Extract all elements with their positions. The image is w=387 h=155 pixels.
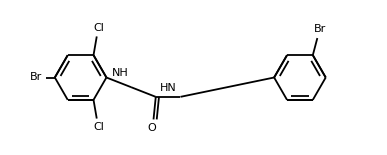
Text: O: O <box>147 123 156 133</box>
Text: Cl: Cl <box>93 23 104 33</box>
Text: Br: Br <box>314 24 326 34</box>
Text: NH: NH <box>112 68 129 78</box>
Text: Br: Br <box>30 73 43 82</box>
Text: HN: HN <box>160 83 176 93</box>
Text: Cl: Cl <box>93 122 104 132</box>
